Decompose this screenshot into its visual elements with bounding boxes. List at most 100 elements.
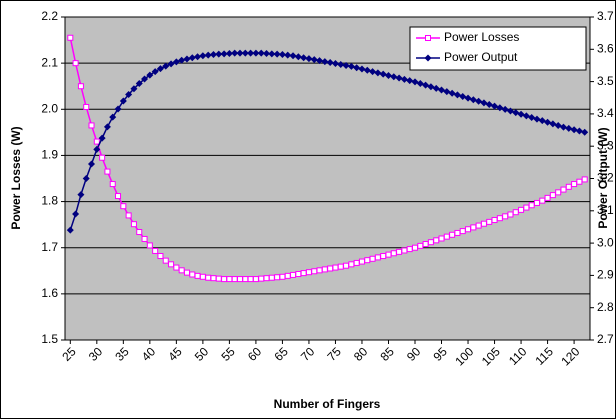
marker [576,178,583,185]
y2-tick-label: 3.7 [597,9,614,23]
marker [469,96,477,104]
marker [321,266,328,273]
marker [321,58,329,66]
marker [496,215,503,222]
marker [432,84,440,92]
marker [416,80,424,88]
marker [284,272,291,279]
y-tick-label: 2.2 [41,9,58,23]
marker [327,265,334,272]
marker [539,197,546,204]
marker [570,126,578,134]
marker [565,124,573,132]
marker [72,60,79,67]
marker [422,241,429,248]
marker [544,118,552,126]
y2-tick-label: 3.5 [597,74,614,88]
marker [183,55,191,63]
marker [528,113,536,121]
marker [523,204,530,211]
marker [438,86,446,94]
marker [109,181,116,188]
marker [103,123,111,131]
marker [480,220,487,227]
y2-tick-label: 2.8 [597,300,614,314]
marker [491,217,498,224]
marker [390,73,398,81]
marker [237,276,243,283]
marker [188,54,196,62]
marker [199,52,207,60]
marker [353,64,361,72]
marker [172,58,180,66]
marker [300,270,307,277]
marker [295,271,302,278]
marker [136,229,143,236]
marker [268,50,276,58]
marker [247,49,255,57]
marker [412,244,418,251]
marker [331,60,339,68]
marker [284,51,292,59]
y2-tick-label: 2.7 [597,332,614,346]
marker [560,186,567,193]
marker [205,274,212,281]
y2-axis-label: Power Output (W) [596,127,610,228]
marker [152,247,159,254]
marker [459,228,466,235]
marker [167,60,175,68]
marker [316,267,323,274]
legend-label: Power Losses [444,30,519,44]
marker [449,231,456,238]
marker [475,97,483,105]
marker [268,274,275,281]
marker [522,112,530,120]
marker [305,55,313,63]
marker [162,257,169,264]
marker [512,209,519,216]
marker [401,247,408,254]
marker [475,222,482,229]
marker [141,235,148,242]
marker [486,218,493,225]
marker [390,250,397,257]
y2-tick-label: 3.0 [597,235,614,249]
marker [374,69,382,77]
legend-label: Power Output [444,50,518,64]
marker [517,110,525,118]
marker [549,192,556,199]
marker [98,134,106,142]
marker [417,242,424,249]
marker [82,175,90,182]
marker [395,74,403,82]
marker [220,50,228,58]
marker [311,268,318,275]
marker [358,258,365,265]
marker [221,276,228,283]
marker [178,267,185,274]
marker [496,104,504,112]
marker [343,262,350,269]
marker [130,85,138,93]
marker [77,191,85,199]
marker [406,246,413,253]
marker [72,210,80,218]
marker [93,138,100,145]
marker [470,224,477,231]
marker [194,272,201,279]
y-tick-label: 2.1 [41,55,58,69]
marker [141,75,149,83]
marker [581,176,588,183]
marker [209,50,217,58]
marker [204,51,212,59]
marker [427,83,435,91]
marker [528,202,535,209]
marker [83,103,90,110]
marker [502,213,509,220]
marker [93,145,101,153]
marker [559,123,567,131]
marker [385,251,392,258]
marker [183,269,190,276]
y2-tick-label: 2.9 [597,268,614,282]
marker [565,183,572,190]
